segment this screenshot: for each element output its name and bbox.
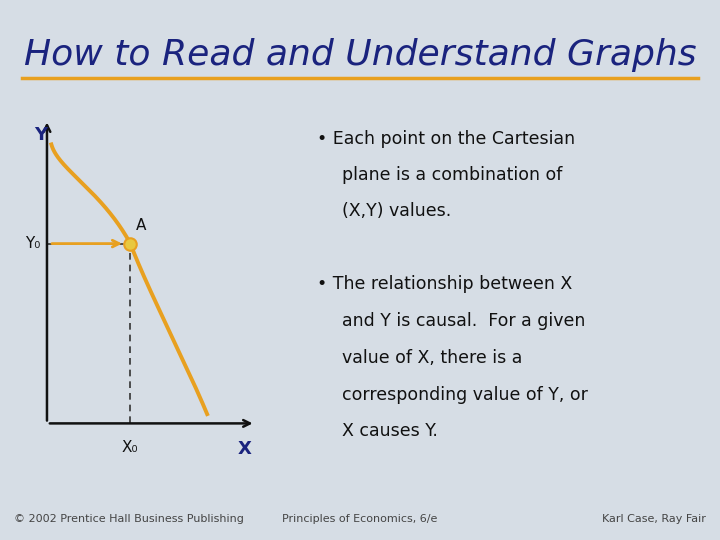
Text: How to Read and Understand Graphs: How to Read and Understand Graphs [24, 38, 696, 72]
Text: (X,Y) values.: (X,Y) values. [342, 202, 451, 220]
Text: • Each point on the Cartesian: • Each point on the Cartesian [317, 130, 575, 147]
Text: X: X [237, 441, 251, 458]
Text: © 2002 Prentice Hall Business Publishing: © 2002 Prentice Hall Business Publishing [14, 514, 244, 524]
Text: X₀: X₀ [122, 441, 139, 455]
Text: corresponding value of Y, or: corresponding value of Y, or [342, 386, 588, 403]
Text: Karl Case, Ray Fair: Karl Case, Ray Fair [602, 514, 706, 524]
Text: Y: Y [34, 126, 47, 144]
Text: X causes Y.: X causes Y. [342, 422, 438, 440]
Text: and Y is causal.  For a given: and Y is causal. For a given [342, 312, 585, 330]
Text: Y₀: Y₀ [25, 236, 40, 251]
Text: value of X, there is a: value of X, there is a [342, 349, 523, 367]
Text: Principles of Economics, 6/e: Principles of Economics, 6/e [282, 514, 438, 524]
Text: plane is a combination of: plane is a combination of [342, 166, 562, 184]
Text: • The relationship between X: • The relationship between X [317, 275, 572, 293]
Text: A: A [136, 218, 146, 233]
